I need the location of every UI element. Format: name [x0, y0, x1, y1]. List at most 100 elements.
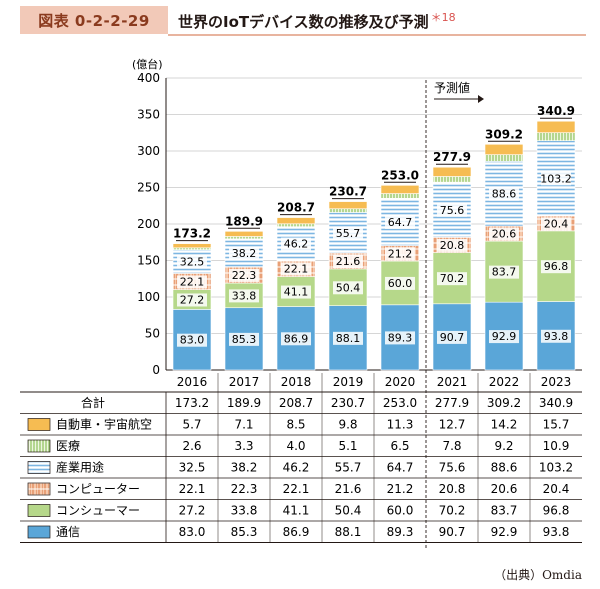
table-row-label: 産業用途 — [56, 459, 104, 474]
bar-value-label: 50.4 — [336, 281, 361, 294]
table-cell: 9.8 — [338, 417, 357, 431]
table-cell: 90.7 — [439, 525, 466, 539]
table-row-label: コンピューター — [56, 482, 140, 496]
table-cell: 15.7 — [543, 417, 570, 431]
bar-value-label: 22.3 — [232, 269, 257, 282]
value-label-bg — [177, 293, 207, 307]
legend-swatch — [27, 525, 51, 539]
table-cell: 9.2 — [494, 439, 513, 453]
table-cell: 277.9 — [435, 396, 469, 410]
y-tick-label: 50 — [145, 327, 160, 341]
bar-total-label: 230.7 — [329, 185, 367, 199]
table-cell: 38.2 — [231, 460, 258, 474]
table-cell: 22.3 — [231, 482, 258, 496]
bar-value-label: 27.2 — [180, 293, 205, 306]
table-cell: 46.2 — [283, 460, 310, 474]
value-label-bg — [333, 281, 363, 295]
figure-header: 図表 0-2-2-29 世界のIoTデバイス数の推移及び予測 ＊18 — [0, 0, 600, 38]
bar-value-label: 60.0 — [388, 277, 413, 290]
bar-value-label: 103.2 — [540, 172, 572, 185]
table-cell: 83.0 — [179, 525, 206, 539]
bar-segment — [432, 166, 472, 177]
bar-segment — [536, 132, 576, 141]
table-cell: 5.7 — [182, 417, 201, 431]
bar-segment — [484, 154, 524, 162]
bar-segment — [276, 223, 316, 228]
table-cell: 75.6 — [439, 460, 466, 474]
y-tick-label: 100 — [137, 290, 160, 304]
bar-value-label: 86.9 — [284, 332, 309, 345]
table-cell: 85.3 — [231, 525, 258, 539]
table-cell: 20.8 — [439, 482, 466, 496]
legend-swatch — [27, 504, 51, 517]
value-label-bg — [385, 247, 415, 261]
table-cell: 309.2 — [487, 396, 521, 410]
legend-swatch — [27, 439, 51, 453]
forecast-arrow-head — [478, 95, 484, 103]
value-label-bg — [333, 255, 363, 269]
table-row-label: 通信 — [56, 525, 80, 539]
bar-value-label: 38.2 — [232, 247, 257, 260]
table-cell: 32.5 — [179, 460, 206, 474]
bar-segment — [276, 217, 316, 225]
bar-value-label: 93.8 — [544, 330, 569, 343]
forecast-label: 予測値 — [434, 80, 470, 95]
value-label-bg — [489, 330, 519, 344]
bar-value-label: 92.9 — [492, 330, 517, 343]
value-label-bg — [333, 226, 363, 240]
bar-value-label: 96.8 — [544, 260, 569, 273]
bar-value-label: 83.0 — [180, 334, 205, 347]
x-tick-label: 2020 — [385, 375, 416, 389]
y-tick-label: 300 — [137, 144, 160, 158]
bar-segment — [172, 243, 212, 249]
title-footnote-mark: ＊18 — [430, 11, 456, 24]
bar-total-label: 277.9 — [433, 150, 471, 164]
y-tick-label: 0 — [152, 363, 160, 377]
table-cell: 11.3 — [387, 417, 414, 431]
table-cell: 7.1 — [234, 417, 253, 431]
table-cell: 4.0 — [286, 439, 305, 453]
value-label-bg — [229, 268, 259, 282]
bar-value-label: 83.7 — [492, 266, 517, 279]
bar-value-label: 85.3 — [232, 333, 257, 346]
bar-value-label: 20.6 — [492, 228, 517, 241]
bar-segment — [224, 236, 264, 240]
table-cell: 89.3 — [387, 525, 414, 539]
x-tick-label: 2022 — [489, 375, 520, 389]
value-label-bg — [541, 172, 571, 186]
bar-value-label: 90.7 — [440, 331, 465, 344]
value-label-bg — [541, 217, 571, 231]
value-label-bg — [281, 285, 311, 299]
x-tick-label: 2023 — [541, 375, 572, 389]
value-label-bg — [489, 227, 519, 241]
bar-value-label: 21.6 — [336, 255, 361, 268]
x-tick-label: 2017 — [229, 375, 260, 389]
table-cell: 27.2 — [179, 503, 206, 517]
table-cell: 10.9 — [543, 439, 570, 453]
value-label-bg — [541, 329, 571, 343]
bar-segment — [328, 201, 368, 210]
table-row-label: コンシューマー — [56, 503, 140, 517]
table-cell: 5.1 — [338, 439, 357, 453]
table-cell: 92.9 — [491, 525, 518, 539]
title-bar: 世界のIoTデバイス数の推移及び予測 ＊18 — [168, 6, 586, 36]
bar-segment — [380, 193, 420, 199]
legend-swatch — [27, 482, 51, 496]
value-label-bg — [437, 272, 467, 286]
value-label-bg — [177, 255, 207, 269]
bar-value-label: 32.5 — [180, 256, 205, 269]
table-cell: 7.8 — [442, 439, 461, 453]
table-cell: 22.1 — [179, 482, 206, 496]
bar-value-label: 64.7 — [388, 216, 413, 229]
table-row-label: 合計 — [81, 395, 105, 410]
y-tick-label: 150 — [137, 254, 160, 268]
y-axis-unit: (億台) — [132, 57, 163, 71]
bar-value-label: 70.2 — [440, 272, 465, 285]
table-cell: 340.9 — [539, 396, 573, 410]
bar-value-label: 22.1 — [180, 275, 205, 288]
bar-value-label: 21.2 — [388, 247, 413, 260]
value-label-bg — [541, 260, 571, 274]
value-label-bg — [385, 331, 415, 345]
chart-title: 世界のIoTデバイス数の推移及び予測 ＊18 — [178, 9, 456, 32]
table-cell: 88.1 — [335, 525, 362, 539]
